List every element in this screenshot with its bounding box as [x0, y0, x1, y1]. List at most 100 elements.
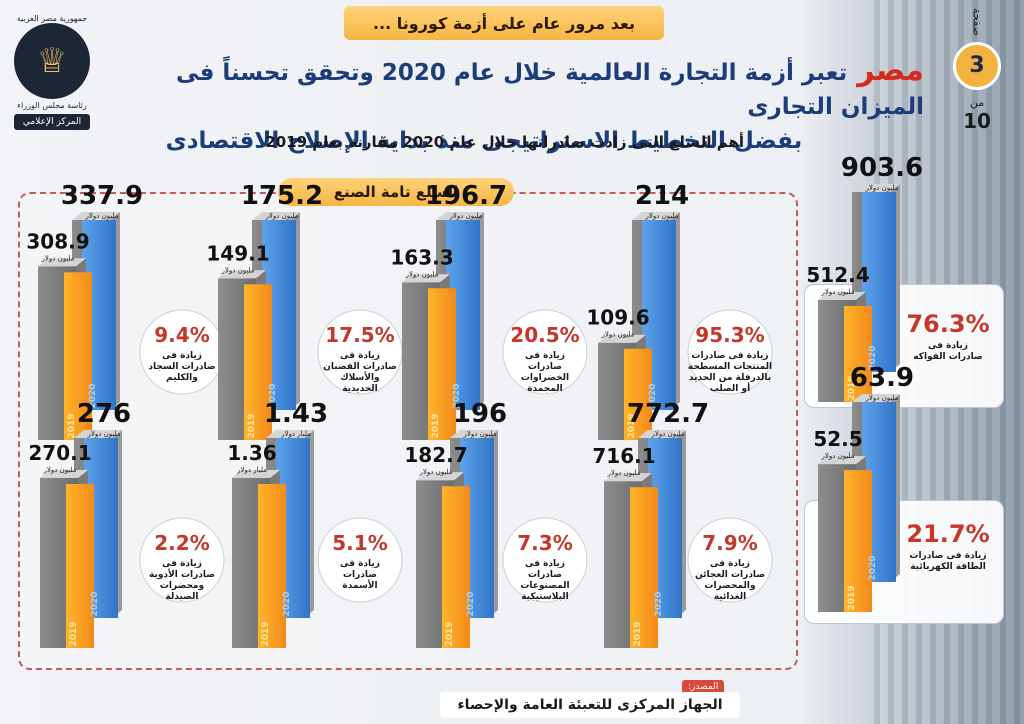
desc-line-8-0: زيادة فى — [928, 341, 968, 351]
desc-line-2-2: الخضراوات — [521, 373, 569, 383]
eagle-icon: ♕ — [14, 23, 90, 99]
year-2020-label-1: 2020 — [268, 383, 278, 408]
bar-2019-shell-7-top — [604, 473, 652, 482]
desc-line-7-0: زيادة فى — [710, 559, 750, 569]
value-2020-5: 1.43 — [264, 399, 328, 429]
unit-2020-2: مليون دولار — [448, 212, 482, 220]
pct-badge-3 — [687, 309, 773, 395]
value-2019-4: 270.1 — [28, 441, 91, 465]
desc-line-1-3: الحديدية — [342, 384, 378, 394]
bar-2020-shell-3-top — [632, 212, 680, 220]
desc-line-8-1: صادرات الفواكه — [913, 352, 983, 362]
value-2020-4: 276 — [77, 399, 131, 429]
bar-2019-9 — [844, 470, 872, 612]
page-title: مصرتعبر أزمة التجارة العالمية خلال عام 2… — [104, 54, 924, 158]
desc-line-9-0: زيادة فى صادرات — [909, 551, 986, 561]
desc-line-2-1: صادرات — [528, 362, 562, 372]
value-2019-3: 109.6 — [586, 306, 649, 330]
bar-2020-shell-8-top — [852, 184, 900, 192]
bar-2020-shell-6-top — [450, 430, 498, 438]
unit-2020-5: مليار دولار — [280, 430, 311, 438]
pct-label-8: 76.3% — [906, 310, 989, 338]
unit-2020-1: مليون دولار — [264, 212, 298, 220]
bar-2019-shell-9-top — [818, 456, 866, 465]
bar-2019-shell-6-top — [416, 472, 464, 481]
desc-line-5-2: الأسمدة — [342, 579, 377, 591]
year-2020-label-3: 2020 — [648, 383, 658, 408]
unit-2020-3: مليون دولار — [644, 212, 678, 220]
title-line-1: تعبر أزمة التجارة العالمية خلال عام 2020… — [176, 60, 924, 120]
value-2019-0: 308.9 — [26, 229, 89, 253]
value-2019-5: 1.36 — [227, 441, 276, 465]
desc-line-5-0: زيادة فى — [340, 559, 380, 569]
unit-2020-0: مليون دولار — [84, 212, 118, 220]
pct-badge-7 — [687, 517, 773, 603]
unit-2020-9: مليون دولار — [864, 394, 898, 402]
year-2019-label-9: 2019 — [847, 585, 857, 610]
source-name: الجهاز المركزى للتعبئة العامة والإحصاء — [440, 692, 740, 718]
pct-label-1: 17.5% — [325, 323, 394, 347]
pct-label-3: 95.3% — [695, 323, 764, 347]
bar-2020-shell-0-top — [72, 212, 120, 220]
unit-2020-7: مليون دولار — [650, 430, 684, 438]
pct-badge-2 — [502, 309, 588, 395]
year-2019-label-2: 2019 — [431, 413, 441, 438]
year-2020-label-0: 2020 — [88, 383, 98, 408]
desc-line-2-3: المجمدة — [527, 384, 563, 394]
page-subtitle: أهم السلع التى زادت صادراتها خلال عام 20… — [265, 133, 744, 151]
desc-line-6-1: صادرات — [528, 570, 562, 580]
desc-line-3-1: المنتجات المسطحة — [688, 362, 772, 372]
bar-2019-0 — [64, 272, 92, 440]
value-2020-9: 63.9 — [850, 363, 914, 393]
bar-2019-2 — [428, 288, 456, 440]
bar-2019-shell-1-top — [218, 270, 266, 279]
desc-line-9-1: الطاقة الكهربائية — [910, 562, 986, 572]
desc-line-1-1: صادرات القضبان — [323, 362, 397, 372]
year-2020-label-7: 2020 — [654, 591, 664, 616]
year-2019-label-5: 2019 — [261, 621, 271, 646]
year-2019-label-8: 2019 — [847, 375, 857, 400]
pct-label-9: 21.7% — [906, 520, 989, 548]
desc-line-0-2: والكليم — [166, 373, 198, 383]
year-2019-label-7: 2019 — [633, 621, 643, 646]
bar-2019-shell-2-top — [402, 274, 450, 283]
year-2020-label-6: 2020 — [466, 591, 476, 616]
page-total: 10 — [963, 108, 991, 133]
pct-badge-5 — [317, 517, 403, 603]
logo-cabinet-text: رئاسة مجلس الوزراء — [17, 101, 87, 110]
logo-media-center: المركز الإعلامي — [14, 114, 90, 130]
pct-label-7: 7.9% — [702, 531, 757, 555]
value-2019-9: 52.5 — [813, 427, 862, 451]
value-2020-1: 175.2 — [241, 181, 323, 211]
desc-line-7-1: صادرات العجائن — [695, 570, 765, 580]
desc-line-2-0: زيادة فى — [525, 351, 565, 361]
desc-line-7-2: والمحضرات — [704, 581, 755, 591]
value-2020-2: 196.7 — [425, 181, 507, 211]
bar-2019-shell-4-top — [40, 470, 88, 478]
unit-2019-2: مليون دولار — [404, 270, 438, 278]
bar-2019-8 — [844, 305, 872, 402]
year-2020-label-5: 2020 — [282, 591, 292, 616]
year-2020-label-9: 2020 — [868, 555, 878, 580]
unit-2019-5: مليار دولار — [236, 466, 267, 474]
desc-line-6-2: المصنوعات — [520, 581, 569, 591]
bar-2019-shell-3-top — [598, 334, 646, 343]
unit-2019-0: مليون دولار — [40, 254, 74, 262]
desc-line-3-2: بالدرفلة من الحديد — [689, 373, 771, 383]
unit-2019-1: مليون دولار — [220, 266, 254, 274]
unit-2019-3: مليون دولار — [600, 331, 634, 339]
value-2020-6: 196 — [453, 399, 507, 429]
bar-2019-7 — [630, 487, 658, 648]
unit-2020-8: مليون دولار — [864, 184, 898, 192]
unit-2019-7: مليون دولار — [606, 469, 640, 477]
desc-line-4-3: الصيدلة — [165, 592, 198, 602]
year-2019-label-6: 2019 — [445, 621, 455, 646]
unit-2019-8: مليون دولار — [820, 288, 854, 296]
pct-badge-6 — [502, 517, 588, 603]
year-2020-label-2: 2020 — [452, 383, 462, 408]
bar-2019-shell-5-top — [232, 470, 280, 478]
desc-line-6-3: البلاستيكية — [521, 592, 569, 602]
year-2019-label-3: 2019 — [627, 413, 637, 438]
value-2020-3: 214 — [635, 181, 689, 211]
